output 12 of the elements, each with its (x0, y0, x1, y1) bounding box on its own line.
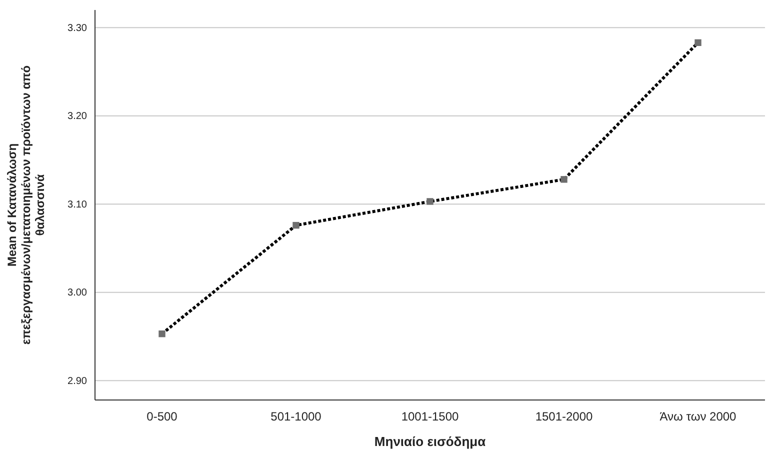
y-tick-label: 3.30 (68, 22, 88, 34)
x-tick-label: 1001-1500 (401, 410, 460, 424)
x-tick-label: Άνω των 2000 (660, 410, 737, 424)
y-tick-label: 3.10 (68, 199, 88, 210)
x-tick-label: 0-500 (146, 410, 178, 424)
y-tick-label: 2.90 (68, 376, 88, 387)
y-tick-label: 3.20 (68, 111, 88, 122)
x-axis-title: Μηνιαίο εισόδημα (374, 434, 486, 449)
y-axis-title: Mean of Κατανάλωση επεξεργασμένων/μετατοιημένων προϊόντων από θαλασσινά (5, 65, 47, 345)
x-tick-label: 501-1000 (270, 410, 322, 424)
y-tick-label: 3.00 (68, 288, 88, 299)
x-tick-label: 1501-2000 (535, 410, 594, 424)
